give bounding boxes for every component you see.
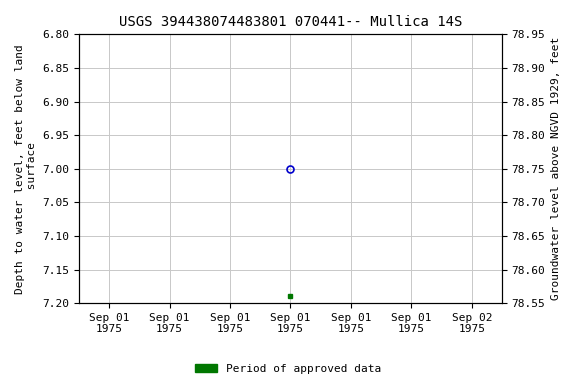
Legend: Period of approved data: Period of approved data: [191, 359, 385, 379]
Y-axis label: Groundwater level above NGVD 1929, feet: Groundwater level above NGVD 1929, feet: [551, 37, 561, 300]
Y-axis label: Depth to water level, feet below land
 surface: Depth to water level, feet below land su…: [15, 44, 37, 294]
Title: USGS 394438074483801 070441-- Mullica 14S: USGS 394438074483801 070441-- Mullica 14…: [119, 15, 462, 29]
